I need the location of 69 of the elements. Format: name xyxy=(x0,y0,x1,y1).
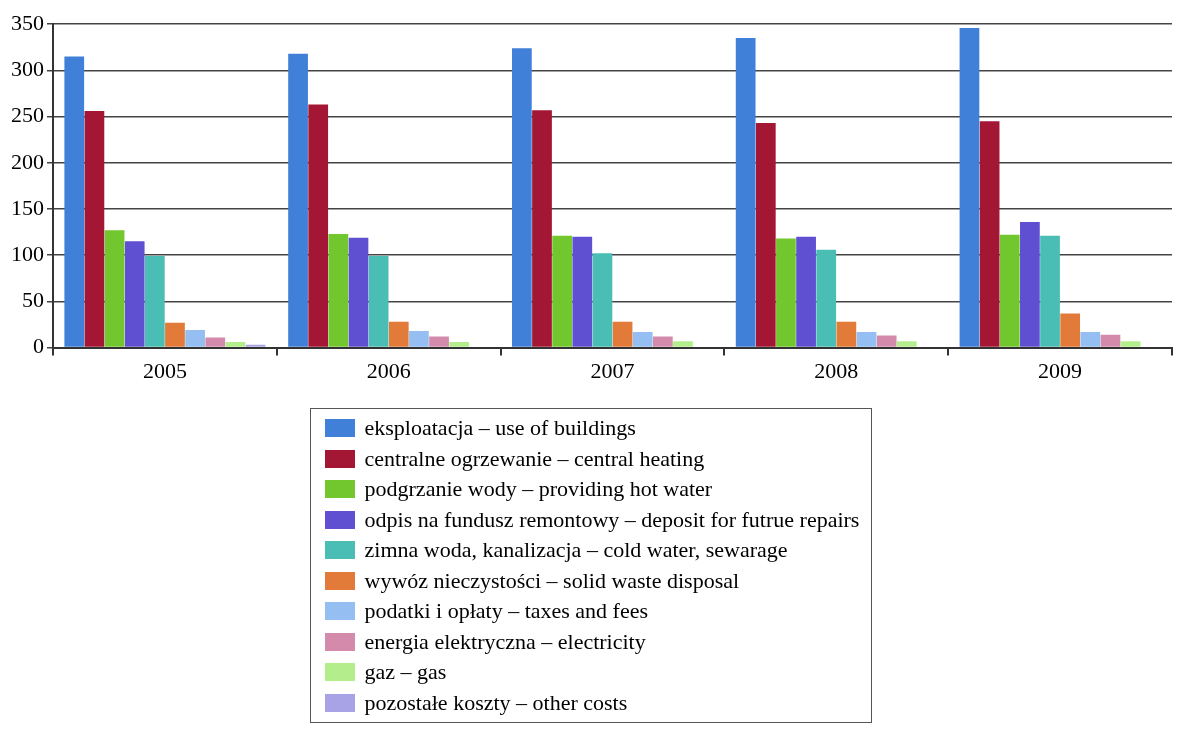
bar xyxy=(796,236,816,347)
bar xyxy=(572,236,593,347)
x-tick-label: 2009 xyxy=(1038,357,1083,383)
y-tick-label: 300 xyxy=(11,56,44,82)
bar xyxy=(1120,341,1141,347)
legend-label: gaz – gas xyxy=(364,659,447,686)
bar xyxy=(959,27,980,347)
bar xyxy=(979,121,1000,347)
bar xyxy=(632,331,653,347)
bar xyxy=(592,253,613,347)
bar xyxy=(165,322,185,347)
bar xyxy=(245,344,266,347)
y-tick-label: 100 xyxy=(11,240,44,266)
legend-label: energia elektryczna – electricity xyxy=(364,628,646,655)
bar xyxy=(999,234,1020,347)
bar xyxy=(896,341,917,347)
bar xyxy=(64,56,85,347)
bar xyxy=(368,256,389,347)
bar xyxy=(409,330,429,347)
bar xyxy=(429,336,449,347)
y-tick-label: 250 xyxy=(11,102,44,128)
legend-label: centralne ogrzewanie – central heating xyxy=(364,445,705,472)
y-tick-label: 350 xyxy=(11,9,44,35)
bar xyxy=(776,238,796,347)
bar xyxy=(612,321,633,347)
bar xyxy=(288,53,308,347)
bar xyxy=(552,235,573,347)
bar xyxy=(1040,235,1060,347)
y-tick-label: 0 xyxy=(33,333,44,359)
bar xyxy=(816,249,837,347)
bar xyxy=(836,321,857,347)
y-tick-label: 150 xyxy=(11,194,44,220)
x-tick-label: 2007 xyxy=(590,357,635,383)
legend-label: zimna woda, kanalizacja – cold water, sewarage xyxy=(364,537,788,564)
bar xyxy=(348,237,369,347)
x-tick-label: 2006 xyxy=(366,357,411,383)
bar xyxy=(1060,313,1081,347)
bar xyxy=(388,321,409,347)
bar xyxy=(1100,334,1121,347)
bar xyxy=(124,241,145,347)
bar xyxy=(1020,221,1040,347)
bar xyxy=(735,38,756,347)
bar xyxy=(225,342,246,347)
bar xyxy=(449,342,470,347)
bar xyxy=(1080,331,1101,347)
y-tick-label: 50 xyxy=(22,287,44,313)
bar xyxy=(328,233,349,347)
bar xyxy=(84,111,105,347)
bar xyxy=(755,123,776,347)
legend-label: eksploatacja – use of buildings xyxy=(364,415,636,442)
bar xyxy=(673,341,693,347)
bar xyxy=(185,330,205,347)
legend-label: podatki i opłaty – taxes and fees xyxy=(364,598,649,625)
bar xyxy=(532,110,552,347)
bar xyxy=(876,335,897,347)
y-tick-label: 200 xyxy=(11,148,44,174)
bar xyxy=(104,230,125,347)
legend-label: podgrzanie wody – providing hot water xyxy=(364,476,713,503)
bar xyxy=(652,336,673,347)
legend-label: wywóz nieczystości – solid waste disposal xyxy=(364,567,740,594)
bar xyxy=(308,104,329,347)
bar xyxy=(856,331,877,347)
x-tick-label: 2005 xyxy=(142,357,187,383)
legend-label: pozostałe koszty – other costs xyxy=(364,689,628,716)
legend-label: odpis na fundusz remontowy – deposit for futrue repairs xyxy=(364,506,860,533)
x-tick-label: 2008 xyxy=(814,357,859,383)
bar xyxy=(205,337,226,347)
bar xyxy=(144,256,165,347)
bar xyxy=(511,48,532,347)
